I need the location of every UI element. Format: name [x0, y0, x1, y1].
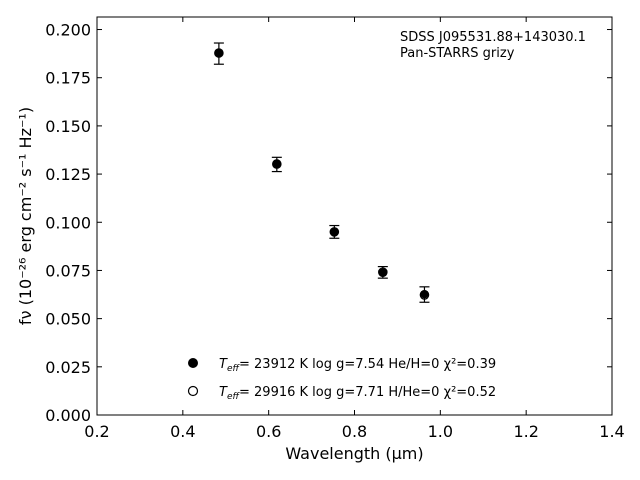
x-tick-label: 1.2: [513, 422, 538, 441]
x-tick-label: 0.6: [256, 422, 281, 441]
x-tick-label: 0.4: [170, 422, 195, 441]
legend-text-1: = 23912 K log g=7.54 He/H=0 χ²=0.39: [239, 357, 496, 372]
x-tick-label: 1.4: [599, 422, 624, 441]
y-axis-ticks: 0.000 0.025 0.050 0.075 0.100 0.125 0.150 0.175…: [45, 21, 612, 425]
legend-marker-filled: [188, 358, 198, 368]
model-point-open: [378, 267, 388, 277]
y-tick-label: 0.125: [45, 165, 91, 184]
x-tick-label: 0.8: [342, 422, 367, 441]
y-tick-label: 0.050: [45, 310, 91, 329]
y-tick-label: 0.000: [45, 406, 91, 425]
y-tick-label: 0.200: [45, 21, 91, 40]
annotation-object-name: SDSS J095531.88+143030.1: [400, 30, 586, 45]
legend-teff-sub-2: eff: [227, 392, 241, 402]
model-point-open: [214, 48, 224, 58]
x-axis-ticks: 0.2 0.4 0.6 0.8 1.0 1.2 1.4: [84, 17, 625, 441]
model-point-filled: [420, 289, 429, 299]
legend-entry-2: Teff= 29916 K log g=7.71 H/He=0 χ²=0.52: [219, 385, 496, 402]
marker-layer: [214, 48, 430, 300]
y-axis-title: fν (10⁻²⁶ erg cm⁻² s⁻¹ Hz⁻¹): [16, 107, 35, 325]
legend-marker-open: [187, 385, 199, 397]
model-point-open: [329, 227, 340, 237]
model-point-filled: [330, 228, 339, 237]
model-point-filled: [272, 159, 282, 168]
model-point-open: [272, 159, 282, 169]
x-tick-label: 1.0: [428, 422, 453, 441]
y-tick-label: 0.100: [45, 213, 91, 232]
annotation-survey: Pan-STARRS grizy: [400, 46, 515, 61]
legend-text-2: = 29916 K log g=7.71 H/He=0 χ²=0.52: [239, 385, 496, 400]
y-tick-label: 0.175: [45, 69, 91, 88]
x-tick-label: 0.2: [84, 422, 109, 441]
model-point-open: [419, 290, 430, 300]
model-point-filled: [214, 48, 224, 57]
y-tick-label: 0.075: [45, 261, 91, 280]
legend: Teff= 23912 K log g=7.54 He/H=0 χ²=0.39 …: [187, 357, 496, 402]
x-axis-title: Wavelength (μm): [285, 444, 423, 463]
legend-entry-1: Teff= 23912 K log g=7.54 He/H=0 χ²=0.39: [219, 357, 496, 374]
model-point-filled: [378, 268, 388, 277]
y-tick-label: 0.025: [45, 358, 91, 377]
legend-teff-sub-1: eff: [227, 364, 241, 374]
y-tick-label: 0.150: [45, 117, 91, 136]
